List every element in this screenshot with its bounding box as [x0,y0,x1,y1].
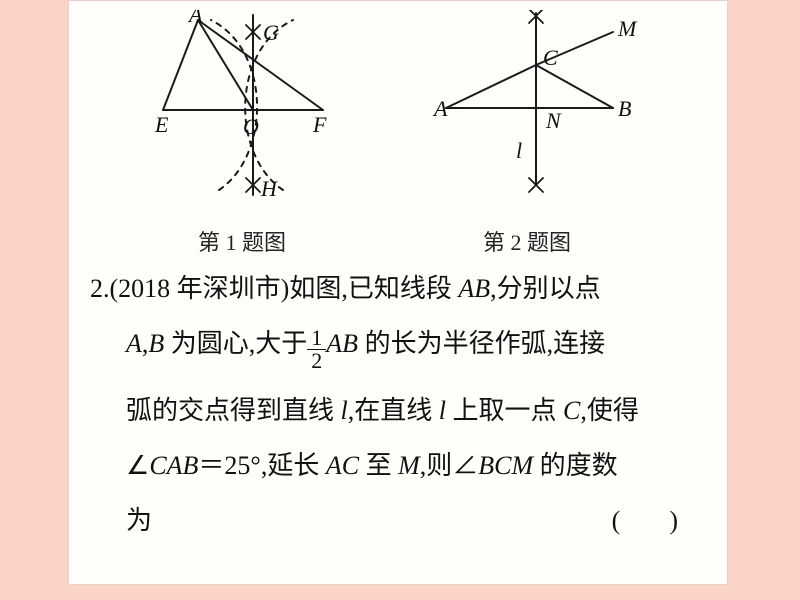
pt-E: E [154,112,169,137]
pt-H: H [260,176,278,201]
t1b: 为圆心,大于 [164,329,307,358]
t2d: ,使得 [580,396,639,425]
t1c: 的长为半径作弧,连接 [358,329,605,358]
pt-F: F [312,112,327,137]
pt-A: A [187,10,203,27]
sym-AC: AC [326,451,359,480]
page: A G E O F H [68,0,728,585]
t2a: 弧的交点得到直线 [126,396,341,425]
sym-l2: l [439,396,446,425]
sym-AB: AB [458,274,490,303]
t3b: ,延长 [261,451,326,480]
t2c: 上取一点 [446,396,563,425]
figure-1-caption: 第 1 题图 [198,225,286,257]
figure-1: A G E O F H [143,10,363,210]
sym-C: C [563,396,580,425]
sym-BCM: BCM [478,451,533,480]
frac-den: 2 [307,350,326,372]
pt-O: O [243,114,259,139]
t3c: 至 [359,451,398,480]
pt2-l: l [516,138,522,163]
t0b: ,分别以点 [490,274,601,303]
t3eq: ＝25° [198,451,260,480]
q-number: 2. [90,274,110,303]
fraction-half: 12 [307,327,326,372]
t0a: 如图,已知线段 [289,274,458,303]
figure-2-caption: 第 2 题图 [483,225,571,257]
pt2-A: A [432,96,448,121]
t2b: ,在直线 [348,396,439,425]
t4: 为 [126,506,152,535]
frac-num: 1 [307,327,326,350]
figure-2: A B C N M l [428,10,648,210]
pt-G: G [263,20,279,45]
sym-CAB: CAB [149,451,198,480]
pt2-C: C [543,45,558,70]
sym-AB2: AB [326,329,358,358]
sym-M: M [398,451,420,480]
pt2-M: M [617,16,638,41]
sym-l1: l [341,396,348,425]
q-source: (2018 年深圳市) [110,274,290,303]
sym-A: A [126,329,142,358]
t3a: ∠ [126,451,149,480]
figures-row: A G E O F H [68,0,728,250]
pt2-B: B [618,96,631,121]
t3d: ,则∠ [420,451,479,480]
pt2-N: N [545,108,562,133]
sym-B: B [148,329,164,358]
t3e: 的度数 [533,451,618,480]
answer-blank: ( ) [612,494,696,547]
